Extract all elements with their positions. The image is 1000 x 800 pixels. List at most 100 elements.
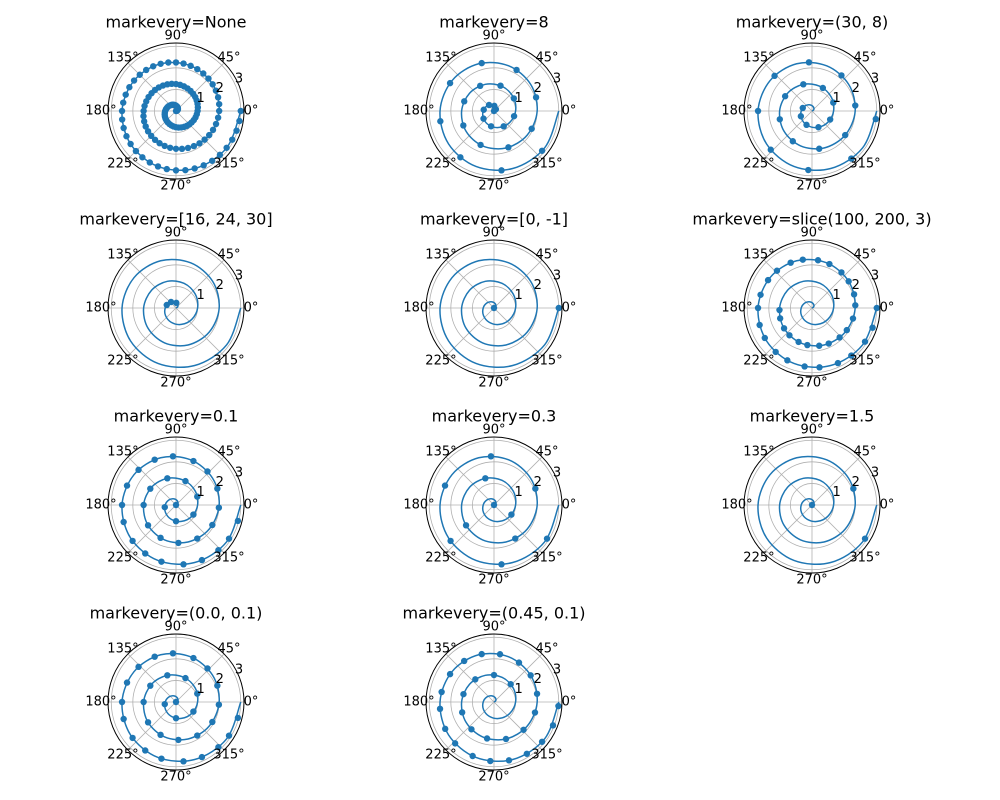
marker [144, 522, 152, 529]
theta-tick-label: 90° [800, 29, 823, 44]
r-tick-label: 1 [832, 91, 840, 106]
theta-tick-label: 45° [536, 50, 559, 65]
marker [191, 165, 198, 172]
marker [462, 522, 470, 529]
theta-tick-label: 180° [721, 498, 752, 513]
axes-frame [107, 239, 245, 377]
marker [861, 338, 869, 345]
marker [132, 147, 140, 155]
marker [805, 166, 812, 174]
marker [754, 304, 762, 312]
marker [756, 321, 763, 329]
marker [196, 140, 203, 147]
theta-tick-label: 270° [478, 573, 509, 588]
marker [555, 702, 562, 710]
marker [158, 558, 165, 565]
marker [139, 154, 146, 161]
marker [836, 334, 843, 341]
theta-tick-label: 90° [482, 620, 505, 635]
marker [120, 99, 127, 106]
marker [498, 561, 505, 568]
theta-tick-label: 225° [107, 157, 138, 172]
theta-tick-label: 135° [425, 444, 456, 459]
marker [490, 304, 498, 312]
theta-tick-label: 45° [218, 444, 241, 459]
marker [150, 63, 157, 70]
theta-grid-line [127, 259, 177, 309]
theta-tick-label: 135° [743, 50, 774, 65]
marker [151, 456, 158, 463]
marker [543, 535, 551, 542]
marker [157, 534, 164, 542]
marker [845, 278, 852, 285]
theta-grid-line [493, 504, 543, 554]
theta-tick-label: 315° [531, 354, 562, 369]
theta-tick-label: 0° [244, 695, 259, 710]
marker [158, 755, 165, 762]
marker [180, 60, 187, 67]
theta-tick-label: 225° [425, 551, 456, 566]
marker [799, 104, 806, 112]
marker [472, 676, 479, 683]
marker [209, 126, 217, 134]
marker [446, 670, 454, 678]
marker [118, 698, 126, 706]
marker [505, 757, 513, 764]
marker [838, 72, 845, 79]
marker [804, 341, 811, 349]
theta-tick-label: 270° [160, 376, 191, 391]
axes-frame [743, 239, 881, 377]
theta-grid-line [763, 456, 813, 506]
marker [799, 256, 806, 263]
marker [478, 650, 485, 658]
marker [848, 352, 855, 359]
marker [555, 304, 562, 312]
marker [201, 136, 208, 143]
marker [194, 65, 201, 73]
theta-grid-line [445, 62, 495, 112]
marker [487, 123, 495, 130]
chart-title: markevery=0.1 [114, 407, 239, 426]
marker [212, 120, 220, 128]
theta-tick-label: 315° [213, 748, 244, 763]
marker [761, 334, 768, 342]
chart-title: markevery=slice(100, 200, 3) [692, 210, 931, 229]
marker [214, 682, 221, 689]
theta-grid-line [763, 62, 813, 112]
marker [209, 521, 216, 529]
theta-tick-label: 270° [478, 179, 509, 194]
marker [515, 659, 523, 666]
theta-grid-line [175, 62, 225, 112]
marker [190, 511, 197, 518]
axes-frame [425, 42, 563, 180]
marker [129, 734, 136, 742]
marker [513, 66, 520, 74]
marker [808, 501, 816, 509]
marker [834, 359, 842, 367]
r-tick-label: 3 [235, 465, 243, 480]
marker [767, 146, 774, 153]
marker [436, 705, 444, 713]
theta-tick-label: 180° [85, 695, 116, 710]
r-tick-label: 3 [235, 71, 243, 86]
theta-grid-line [811, 110, 861, 160]
marker [172, 517, 180, 525]
axes-frame [425, 633, 563, 771]
theta-tick-label: 225° [107, 551, 138, 566]
theta-tick-label: 270° [160, 573, 191, 588]
theta-tick-label: 225° [425, 354, 456, 369]
marker [142, 550, 149, 557]
marker [480, 115, 487, 122]
marker [200, 70, 207, 77]
theta-tick-label: 135° [107, 641, 138, 656]
theta-tick-label: 315° [531, 748, 562, 763]
marker [151, 136, 159, 144]
marker [532, 94, 540, 101]
theta-grid-line [175, 110, 225, 160]
marker [190, 708, 197, 715]
theta-tick-label: 45° [536, 641, 559, 656]
marker [200, 162, 207, 169]
theta-tick-label: 180° [403, 695, 434, 710]
marker [204, 665, 211, 672]
theta-tick-label: 315° [849, 354, 880, 369]
